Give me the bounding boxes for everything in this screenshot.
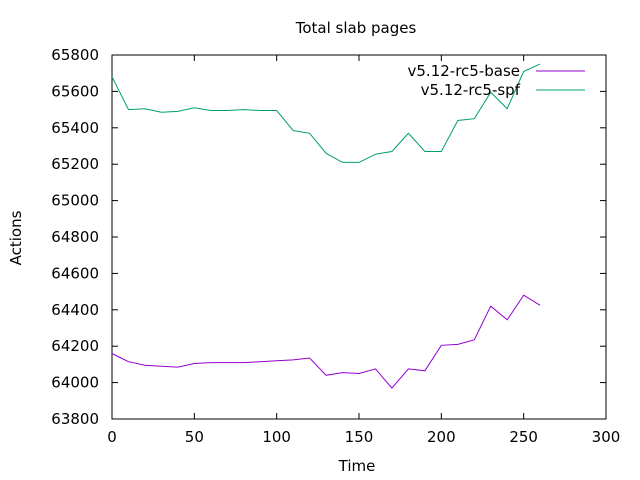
x-tick-label: 150 [345,428,374,446]
x-tick-label: 200 [427,428,456,446]
y-tick-label: 65000 [51,192,99,210]
y-tick-label: 65600 [51,82,99,100]
y-tick-label: 65400 [51,119,99,137]
series-lines [111,63,541,389]
y-tick-label: 64800 [51,228,99,246]
y-tick-label: 65800 [51,46,99,64]
x-tick-label: 300 [592,428,621,446]
y-tick-label: 64000 [51,374,99,392]
y-tick-label: 64600 [51,264,99,282]
y-tick-label: 64200 [51,337,99,355]
x-tick-label: 50 [185,428,204,446]
x-tick-label: 100 [262,428,291,446]
chart-title: Total slab pages [295,19,417,37]
y-axis-ticks: 63800 64000 64200 64400 64600 64800 65000 65200… [51,46,606,428]
y-tick-label: 63800 [51,410,99,428]
x-tick-label: 250 [509,428,538,446]
x-axis-label: Time [338,457,376,475]
legend-label-2: v5.12-rc5-spf [421,81,521,99]
series-line-2 [111,63,541,163]
y-axis-label: Actions [7,210,25,265]
legend-label-1: v5.12-rc5-base [408,62,521,80]
series-line-1 [111,294,541,389]
y-tick-label: 64400 [51,301,99,319]
y-tick-label: 65200 [51,155,99,173]
x-axis-ticks: 0 50 100 150 200 250 300 [107,55,620,446]
x-tick-label: 0 [107,428,117,446]
